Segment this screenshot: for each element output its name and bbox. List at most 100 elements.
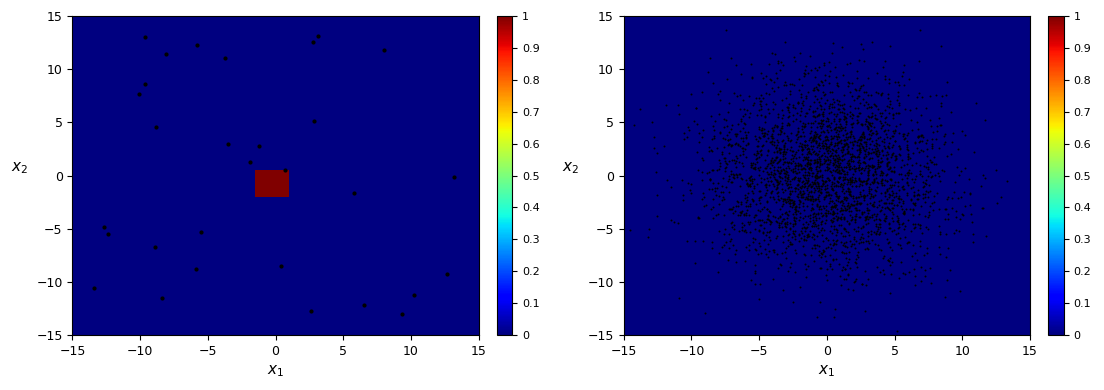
Point xyxy=(783,197,800,203)
Point xyxy=(803,193,820,199)
Point xyxy=(822,198,840,204)
Point xyxy=(769,60,787,67)
Point xyxy=(798,185,816,191)
Point xyxy=(786,188,804,194)
Point xyxy=(808,131,826,137)
Point xyxy=(836,203,853,209)
Point xyxy=(832,206,850,213)
Point xyxy=(808,144,826,150)
Point xyxy=(809,243,827,249)
Point xyxy=(751,100,768,106)
Point xyxy=(894,131,912,137)
Point xyxy=(716,165,734,171)
Point xyxy=(894,186,912,192)
Point xyxy=(845,234,862,240)
Point xyxy=(785,53,803,60)
Point xyxy=(799,89,817,96)
Point xyxy=(830,118,848,124)
Point xyxy=(821,152,839,159)
Point xyxy=(794,102,811,108)
Point xyxy=(814,123,831,129)
Point xyxy=(728,153,745,160)
Point xyxy=(856,197,873,203)
Point xyxy=(805,220,822,227)
Point xyxy=(751,296,768,302)
Point xyxy=(817,210,835,216)
Point xyxy=(736,121,754,127)
Point xyxy=(771,127,788,133)
Point xyxy=(821,261,839,267)
Point xyxy=(786,236,804,242)
Point xyxy=(826,247,843,253)
Point xyxy=(911,162,928,168)
Point xyxy=(851,147,869,154)
Point xyxy=(771,170,788,176)
Point xyxy=(974,205,991,211)
Point xyxy=(848,75,866,81)
Point xyxy=(901,206,919,212)
Point xyxy=(769,131,787,137)
Point xyxy=(786,174,804,180)
Point xyxy=(790,199,808,205)
Point xyxy=(890,171,907,177)
Point xyxy=(814,212,831,218)
Point xyxy=(879,143,896,149)
Point xyxy=(891,146,909,152)
Point xyxy=(840,157,858,163)
Point xyxy=(811,203,829,209)
Point xyxy=(705,184,723,191)
Point xyxy=(840,190,858,197)
Point xyxy=(755,237,773,243)
Point xyxy=(819,97,837,103)
Point xyxy=(840,165,858,172)
Point xyxy=(937,254,955,261)
Point xyxy=(813,117,830,123)
Point xyxy=(776,39,794,45)
Point xyxy=(747,155,765,161)
Point xyxy=(755,132,773,138)
Point xyxy=(782,87,799,94)
Point xyxy=(920,174,937,180)
Point xyxy=(790,169,808,176)
Point xyxy=(809,188,827,194)
Point xyxy=(826,201,843,207)
Point xyxy=(848,120,866,126)
Point xyxy=(778,104,796,110)
Point xyxy=(930,173,947,179)
Point xyxy=(839,149,857,156)
Point xyxy=(809,193,827,200)
Point xyxy=(771,157,788,163)
Point xyxy=(871,172,889,178)
Point xyxy=(869,152,887,159)
Point xyxy=(868,140,885,147)
Point xyxy=(786,165,804,171)
Point xyxy=(768,177,786,183)
Point xyxy=(375,47,393,53)
Point xyxy=(813,106,830,113)
Point xyxy=(853,131,871,137)
Point xyxy=(998,178,1016,184)
Point xyxy=(822,133,840,139)
Point xyxy=(708,167,725,173)
Point xyxy=(851,200,869,206)
Point xyxy=(835,92,852,98)
Point xyxy=(852,121,870,127)
Point xyxy=(872,159,890,165)
Point xyxy=(938,79,956,85)
Point xyxy=(752,70,769,76)
Point xyxy=(847,259,864,265)
Point xyxy=(842,121,860,127)
Point xyxy=(884,142,902,148)
Point xyxy=(828,189,846,195)
Point xyxy=(678,134,696,140)
Point xyxy=(808,170,826,176)
Point xyxy=(761,208,778,214)
Point xyxy=(892,259,910,266)
Point xyxy=(923,280,941,286)
Point xyxy=(838,164,856,170)
Point xyxy=(860,149,878,156)
Point xyxy=(719,178,736,184)
Point xyxy=(810,192,828,199)
Point xyxy=(737,229,755,235)
Point xyxy=(831,102,849,108)
